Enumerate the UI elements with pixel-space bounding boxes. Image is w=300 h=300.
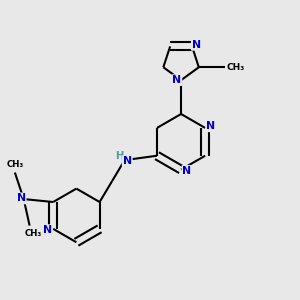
Text: N: N [182, 166, 191, 176]
Text: CH₃: CH₃ [24, 229, 41, 238]
Text: N: N [172, 75, 182, 85]
Text: N: N [206, 121, 216, 131]
Text: N: N [43, 225, 52, 235]
Text: CH₃: CH₃ [6, 160, 23, 169]
Text: N: N [16, 194, 26, 203]
Text: CH₃: CH₃ [227, 63, 245, 72]
Text: N: N [123, 156, 132, 166]
Text: H: H [116, 151, 124, 161]
Text: N: N [192, 40, 201, 50]
